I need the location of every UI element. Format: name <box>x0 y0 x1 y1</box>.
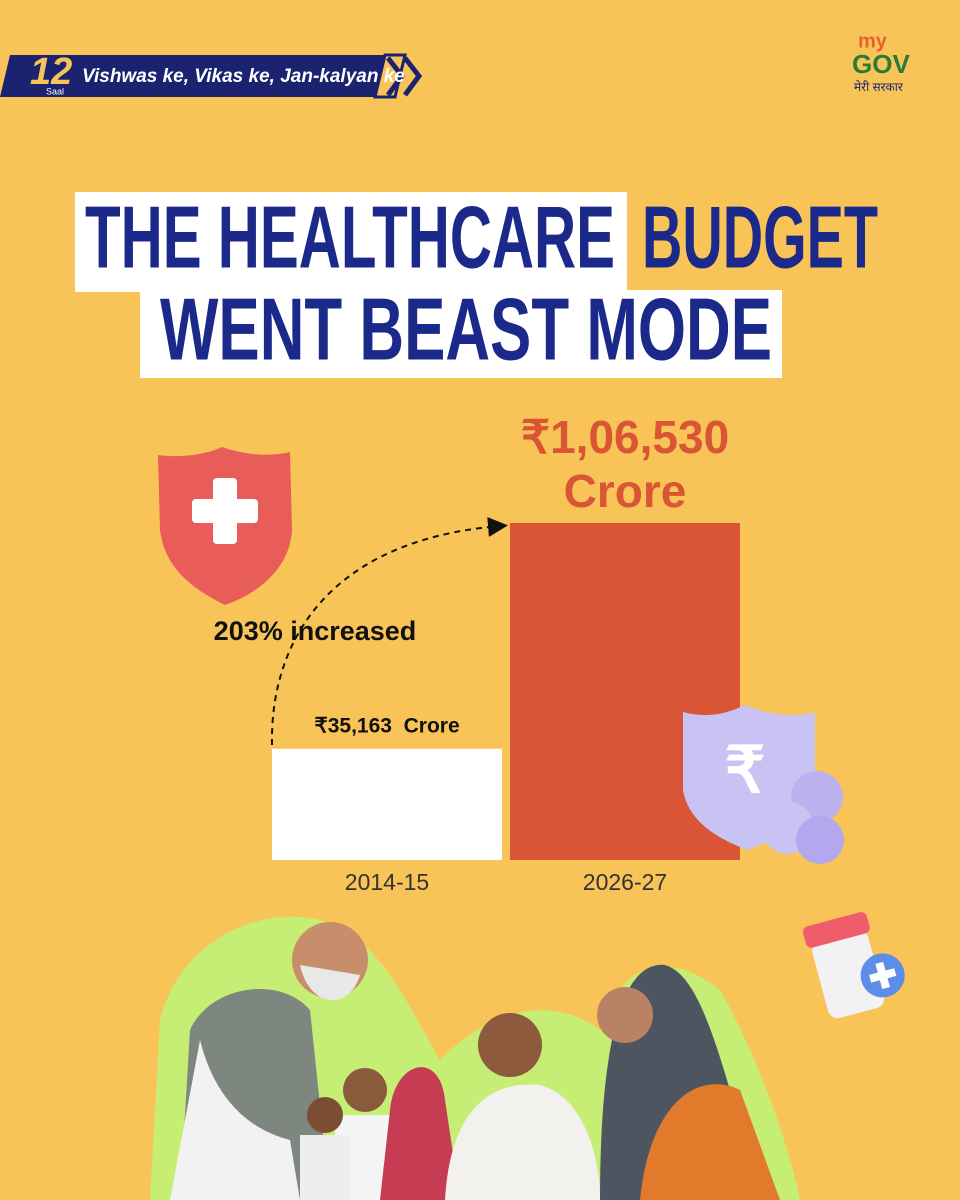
badge-word: Saal <box>46 86 64 96</box>
svg-text:₹: ₹ <box>725 734 766 806</box>
x-tick-label: 2026-27 <box>583 869 667 895</box>
banner <box>0 55 385 97</box>
badge-number: 12 <box>30 51 72 93</box>
rupee-icon: ₹ <box>683 705 844 864</box>
title-box <box>75 192 627 292</box>
medicine-icon <box>802 912 905 1019</box>
title: THE HEALTHCARE <box>85 187 615 286</box>
value-label: ₹1,06,530 Crore <box>520 411 730 517</box>
title-box <box>140 290 782 378</box>
chevron <box>402 56 423 97</box>
logo-gov: GOV <box>852 49 910 79</box>
bar <box>272 748 502 860</box>
x-tick-label: 2014-15 <box>345 869 429 895</box>
logo-hindi: मेरी सरकार <box>854 80 904 94</box>
logo-my: my <box>858 30 888 52</box>
annotation: 203% increased <box>214 616 417 646</box>
title: BUDGET <box>642 187 878 286</box>
title: WENT BEAST MODE <box>160 279 772 378</box>
value-label: ₹35,163 Crore <box>314 714 459 737</box>
chevron <box>385 56 406 97</box>
tagline: Vishwas ke, Vikas ke, Jan-kalyan ke <box>82 66 405 87</box>
chevron <box>373 53 407 99</box>
people-photo <box>170 922 780 1200</box>
growth-arrow <box>270 517 508 746</box>
cross <box>192 499 258 523</box>
